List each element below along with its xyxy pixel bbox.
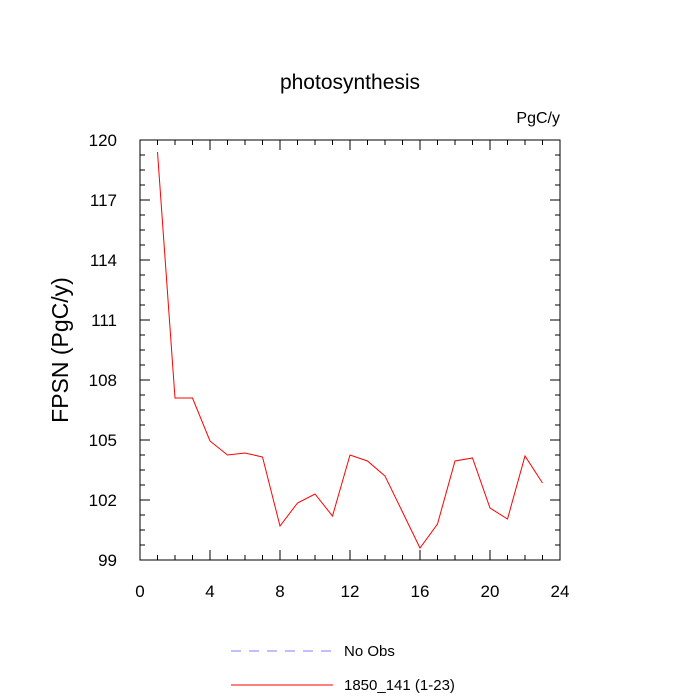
x-tick-label: 4 bbox=[205, 582, 214, 601]
x-tick-label: 20 bbox=[481, 582, 500, 601]
chart-title: photosynthesis bbox=[280, 71, 420, 94]
plot-frame bbox=[139, 139, 561, 561]
y-tick-label: 111 bbox=[91, 311, 117, 330]
legend: No Obs 1850_141 (1-23) bbox=[231, 643, 455, 694]
y-axis-label: FPSN (PgC/y) bbox=[47, 277, 73, 423]
y-tick-label: 99 bbox=[98, 551, 117, 570]
y-tick-label: 108 bbox=[89, 371, 117, 390]
y-tick-label: 117 bbox=[90, 191, 117, 210]
x-tick-label: 0 bbox=[135, 582, 144, 601]
y-tick-label: 114 bbox=[90, 251, 117, 270]
y-tick-label: 120 bbox=[89, 131, 117, 150]
x-tick-label: 24 bbox=[551, 582, 570, 601]
y-tick-label: 105 bbox=[89, 431, 117, 450]
plot-area: 0 4 8 12 16 20 24 99 102 105 108 111 114 117 120 bbox=[89, 131, 570, 601]
units-label: PgC/y bbox=[516, 110, 560, 127]
legend-label-1: 1850_141 (1-23) bbox=[344, 677, 455, 694]
series-line-0 bbox=[157, 151, 543, 549]
legend-label-0: No Obs bbox=[344, 643, 395, 660]
x-tick-label: 8 bbox=[275, 582, 284, 601]
x-tick-label: 16 bbox=[411, 582, 430, 601]
x-tick-label: 12 bbox=[341, 582, 360, 601]
y-tick-label: 102 bbox=[89, 491, 117, 510]
